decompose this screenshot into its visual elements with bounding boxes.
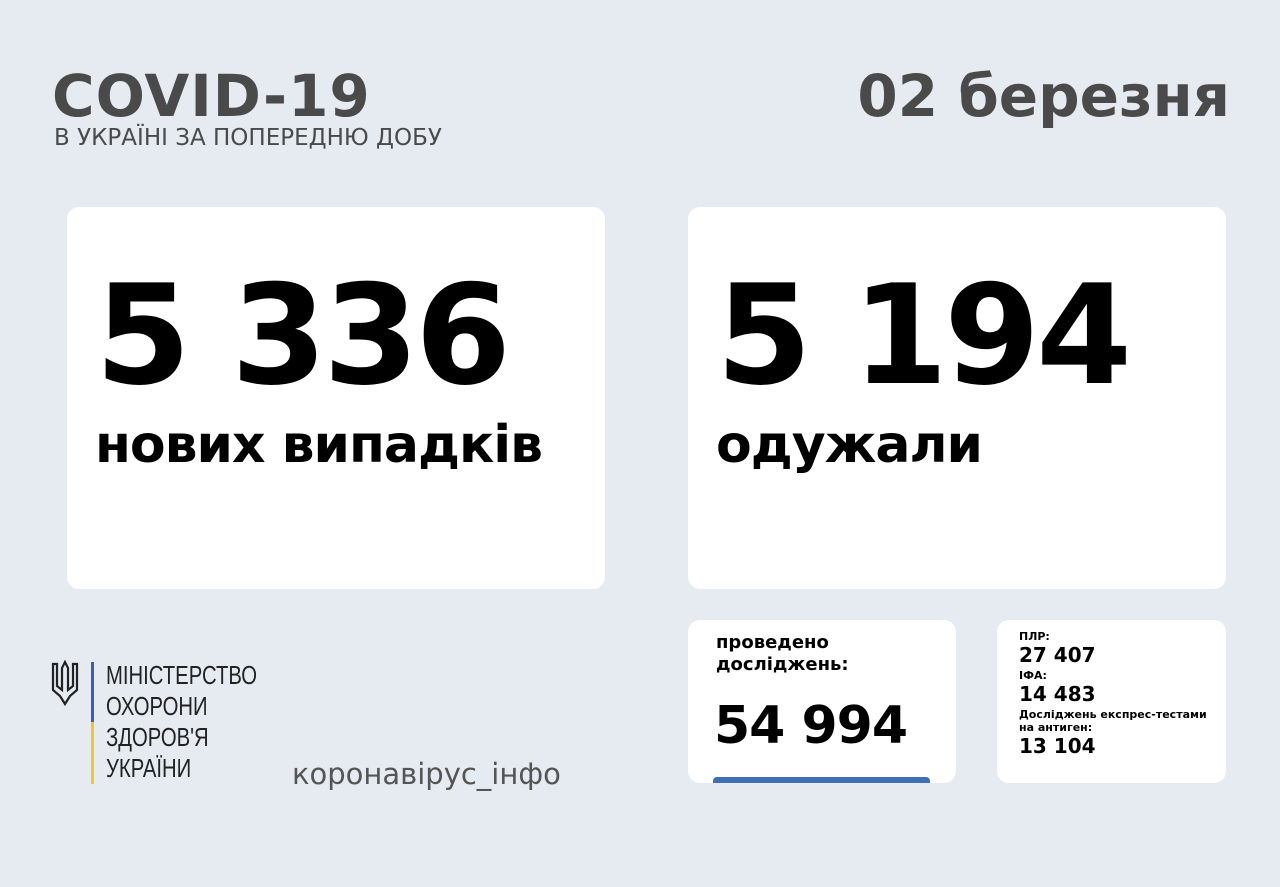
ministry-line: УКРАЇНИ	[106, 753, 192, 783]
tests-label-2: досліджень:	[716, 654, 849, 675]
new-cases-value: 5 336	[95, 255, 511, 416]
antigen-label: Досліджень експрес-тестами на антиген:	[1019, 708, 1207, 734]
new-cases-card: 5 336 нових випадків	[67, 207, 605, 589]
recovered-value: 5 194	[716, 255, 1132, 416]
recovered-label: одужали	[716, 415, 983, 475]
flag-line-blue	[91, 662, 94, 722]
date: 02 березня	[857, 62, 1230, 130]
tests-label-1: проведено	[716, 632, 829, 653]
tests-value: 54 994	[714, 696, 908, 756]
recovered-card: 5 194 одужали	[688, 207, 1226, 589]
ministry-line: МІНІСТЕРСТВО	[106, 660, 257, 690]
flag-line-yellow	[91, 722, 94, 784]
trident-icon	[50, 659, 80, 712]
ministry-name: МІНІСТЕРСТВО ОХОРОНИ ЗДОРОВ'Я УКРАЇНИ	[106, 660, 257, 784]
subtitle: В УКРАЇНІ ЗА ПОПЕРЕДНЮ ДОБУ	[54, 125, 442, 151]
pcr-value: 27 407	[1019, 643, 1096, 667]
title: COVID-19	[52, 62, 371, 130]
elisa-label: ІФА:	[1019, 669, 1047, 682]
elisa-value: 14 483	[1019, 682, 1096, 706]
ministry-line: ОХОРОНИ	[106, 691, 208, 721]
site-label: коронавірус_інфо	[292, 757, 561, 791]
ministry-line: ЗДОРОВ'Я	[106, 722, 209, 752]
antigen-value: 13 104	[1019, 734, 1096, 758]
new-cases-label: нових випадків	[95, 415, 543, 475]
tests-breakdown-card: ПЛР: 27 407 ІФА: 14 483 Досліджень експр…	[997, 620, 1226, 783]
tests-card: проведено досліджень: 54 994	[688, 620, 956, 783]
tests-accent-bar	[713, 777, 930, 783]
pcr-label: ПЛР:	[1019, 630, 1050, 643]
